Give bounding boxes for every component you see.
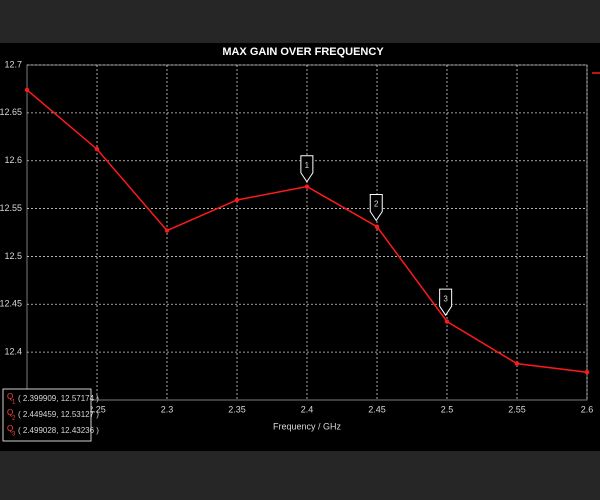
readout-value: ( 2.399909, 12.57174 ) bbox=[18, 394, 99, 403]
marker-tag bbox=[300, 155, 314, 183]
y-tick-label: 12.6 bbox=[4, 155, 22, 165]
x-tick-label: 2.5 bbox=[441, 404, 454, 414]
data-point bbox=[444, 319, 450, 324]
readout-prefix: Q bbox=[7, 408, 13, 417]
x-axis-label: Frequency / GHz bbox=[273, 421, 342, 431]
chart-background bbox=[0, 43, 600, 451]
y-tick-label: 12.7 bbox=[4, 59, 22, 69]
x-tick-label: 2.4 bbox=[301, 404, 314, 414]
x-tick-label: 2.6 bbox=[581, 404, 594, 414]
data-point bbox=[94, 147, 100, 152]
y-tick-label: 12.45 bbox=[0, 299, 22, 309]
data-point bbox=[304, 184, 310, 189]
marker-label: 1 bbox=[305, 161, 310, 170]
data-point bbox=[514, 361, 520, 366]
x-tick-label: 2.45 bbox=[368, 404, 386, 414]
marker-tag bbox=[439, 288, 453, 317]
readout-box bbox=[2, 388, 92, 442]
data-point bbox=[234, 197, 240, 203]
readout-prefix: Q bbox=[7, 424, 13, 433]
x-tick-label: 2.3 bbox=[161, 404, 174, 414]
y-tick-label: 12.65 bbox=[0, 107, 22, 117]
x-tick-label: 2.35 bbox=[228, 404, 246, 414]
data-point bbox=[24, 87, 30, 93]
readout-index: 3 bbox=[12, 432, 16, 438]
data-point bbox=[374, 224, 380, 229]
readout-prefix: Q bbox=[7, 392, 13, 401]
y-tick-label: 12.55 bbox=[0, 203, 22, 213]
readout-index: 1 bbox=[12, 400, 16, 406]
marker-label: 3 bbox=[443, 294, 448, 303]
data-point bbox=[164, 228, 170, 233]
marker-label: 2 bbox=[374, 200, 379, 209]
marker-tag bbox=[369, 193, 383, 222]
x-tick-label: 2.25 bbox=[88, 404, 106, 414]
readout-index: 2 bbox=[12, 416, 16, 422]
y-tick-label: 12.4 bbox=[4, 347, 22, 357]
data-point bbox=[584, 370, 590, 375]
readout-value: ( 2.499028, 12.43236 ) bbox=[18, 426, 99, 435]
x-tick-label: 2.55 bbox=[508, 404, 526, 414]
readout-value: ( 2.449459, 12.53127 ) bbox=[18, 410, 99, 419]
y-tick-label: 12.5 bbox=[4, 251, 22, 261]
chart-title: MAX GAIN OVER FREQUENCY bbox=[222, 46, 384, 58]
